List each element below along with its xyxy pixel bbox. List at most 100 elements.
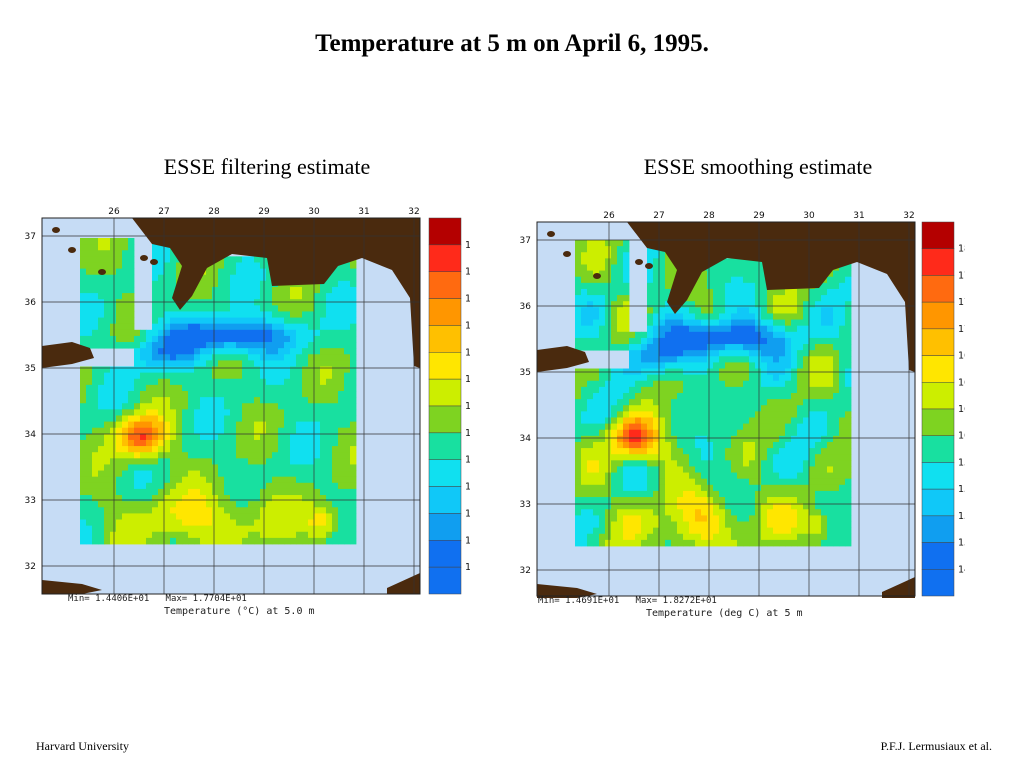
latitude-tick-label: 35 xyxy=(520,368,531,378)
crete-land xyxy=(42,342,94,368)
island-land xyxy=(150,259,158,265)
longitude-tick-label: 29 xyxy=(258,207,270,217)
colorbar-swatch xyxy=(428,378,462,407)
island-land xyxy=(635,259,643,265)
filtering-min-max: Min= 1.4406E+01 Max= 1.7704E+01 xyxy=(68,594,247,604)
filtering-temperature-map: 26 27 28 29 30 31 32 37 36 35 34 33 32 18.0 17.8 17.5 17… xyxy=(25,207,486,595)
colorbar-label: 15.9 xyxy=(465,455,470,466)
colorbar-label: 16.4 xyxy=(958,404,965,415)
colorbar-label: 15.0 xyxy=(465,535,470,546)
turkey-coast-land xyxy=(132,218,420,368)
smoothing-min-max: Min= 1.4691E+01 Max= 1.8272E+01 xyxy=(538,596,717,606)
panel-filtering-subtitle: ESSE filtering estimate xyxy=(163,154,371,179)
island-land xyxy=(98,269,106,275)
colorbar-label: 17.5 xyxy=(958,297,965,308)
colorbar-swatch xyxy=(921,382,955,410)
turkey-coast-land xyxy=(627,222,915,372)
footer-authors: P.F.J. Lermusiaux et al. xyxy=(880,739,992,753)
island-land xyxy=(52,227,60,233)
colorbar-label: 18.0 xyxy=(465,240,470,251)
longitude-tick-label: 28 xyxy=(208,207,220,217)
smoothing-map-panel: 26 27 28 29 30 31 32 37 36 35 34 33 32 18.0 17.8 17.5 17… xyxy=(515,200,980,619)
colorbar-swatch xyxy=(921,569,955,597)
colorbar-swatch xyxy=(428,405,462,434)
colorbar-label: 15.6 xyxy=(958,484,965,495)
colorbar-label: 16.4 xyxy=(465,401,470,412)
colorbar-swatch xyxy=(428,459,462,487)
smoothing-caption: Temperature (deg C) at 5 m xyxy=(646,608,803,619)
colorbar-label: 15.3 xyxy=(958,511,965,522)
colorbar-label: 17.2 xyxy=(958,324,965,335)
colorbar-label: 16.7 xyxy=(465,374,470,385)
colorbar-swatch xyxy=(428,513,462,541)
filtering-caption: Temperature (°C) at 5.0 m xyxy=(164,606,315,617)
colorbar-swatch xyxy=(428,325,462,353)
colorbar-label: 15.3 xyxy=(465,508,470,519)
colorbar-label: 17.2 xyxy=(465,320,470,331)
colorbar-label: 16.1 xyxy=(465,428,470,439)
longitude-tick-label: 30 xyxy=(308,207,320,217)
map-grid xyxy=(42,218,420,594)
colorbar-swatch xyxy=(428,298,462,326)
smoothing-temperature-map: 26 27 28 29 30 31 32 37 36 35 34 33 32 18.0 17.8 17.5 17… xyxy=(520,211,979,598)
latitude-tick-label: 37 xyxy=(520,236,531,246)
colorbar-swatch xyxy=(921,435,955,463)
longitude-tick-label: 29 xyxy=(753,211,765,221)
island-land xyxy=(563,251,571,257)
colorbar-swatch xyxy=(428,271,462,299)
colorbar-swatch xyxy=(921,221,955,249)
latitude-tick-label: 34 xyxy=(520,434,532,444)
colorbar-swatch xyxy=(921,408,955,436)
filtering-map-panel: 26 27 28 29 30 31 32 37 36 35 34 33 32 18.0 17.8 17.5 17… xyxy=(20,198,487,617)
island-land xyxy=(68,247,76,253)
footer-institution: Harvard University xyxy=(36,739,129,753)
africa-coast-land xyxy=(42,580,102,594)
colorbar-swatch xyxy=(428,244,462,272)
island-land xyxy=(547,231,555,237)
longitude-tick-label: 32 xyxy=(408,207,419,217)
colorbar-swatch xyxy=(921,328,955,356)
colorbar-label: 16.9 xyxy=(465,347,470,358)
levant-coast-land xyxy=(387,573,420,594)
latitude-tick-label: 35 xyxy=(25,364,36,374)
longitude-tick-label: 28 xyxy=(703,211,715,221)
colorbar-swatch xyxy=(428,540,462,568)
longitude-tick-label: 30 xyxy=(803,211,815,221)
colorbar-label: 15.0 xyxy=(958,538,965,549)
colorbar-swatch xyxy=(428,566,462,595)
latitude-tick-label: 36 xyxy=(520,302,532,312)
colorbar-swatch xyxy=(921,542,955,570)
longitude-tick-label: 26 xyxy=(603,211,615,221)
colorbar-label: 16.1 xyxy=(958,431,965,442)
colorbar-label: 14.8 xyxy=(958,564,965,575)
latitude-tick-label: 33 xyxy=(520,500,531,510)
longitude-tick-label: 31 xyxy=(853,211,864,221)
latitude-tick-label: 36 xyxy=(25,298,37,308)
panel-smoothing-subtitle: ESSE smoothing estimate xyxy=(643,154,873,179)
colorbar-swatch xyxy=(921,248,955,276)
colorbar-swatch xyxy=(428,486,462,514)
colorbar-swatch xyxy=(921,301,955,330)
colorbar-swatch xyxy=(428,217,462,246)
colorbar-label: 14.8 xyxy=(465,562,470,573)
colorbar-swatch xyxy=(921,462,955,490)
longitude-tick-label: 32 xyxy=(903,211,914,221)
longitude-tick-label: 31 xyxy=(358,207,369,217)
colorbar-label: 17.8 xyxy=(465,267,470,278)
colorbar-swatch xyxy=(428,432,462,460)
island-land xyxy=(645,263,653,269)
map-grid xyxy=(537,222,915,596)
latitude-tick-label: 37 xyxy=(25,232,36,242)
slide-title: Temperature at 5 m on April 6, 1995. xyxy=(315,30,709,57)
latitude-tick-label: 32 xyxy=(520,566,531,576)
colorbar-label: 18.0 xyxy=(958,244,965,255)
latitude-tick-label: 34 xyxy=(25,430,37,440)
levant-coast-land xyxy=(882,577,915,598)
latitude-tick-label: 33 xyxy=(25,496,36,506)
longitude-tick-label: 26 xyxy=(108,207,120,217)
africa-coast-land xyxy=(537,584,597,598)
colorbar-swatch xyxy=(921,355,955,383)
colorbar-label: 17.5 xyxy=(465,294,470,305)
crete-land xyxy=(537,346,589,372)
colorbar-label: 16.7 xyxy=(958,377,965,388)
